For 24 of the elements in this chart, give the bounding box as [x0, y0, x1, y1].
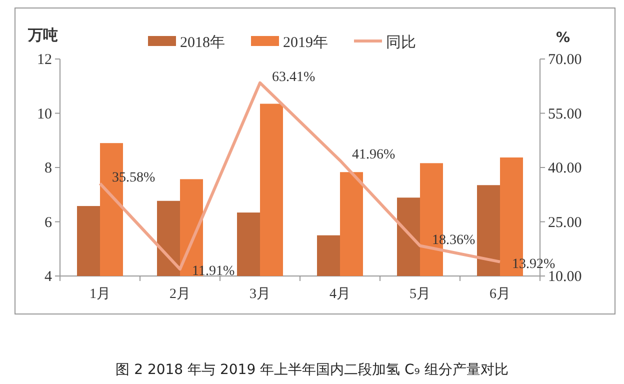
y2-tick-label: 40.00 [548, 160, 582, 176]
x-tick-label: 1月 [90, 287, 110, 302]
legend-label: 同比 [386, 34, 416, 51]
x-tick-label: 5月 [410, 287, 430, 302]
y-tick-label: 4 [44, 269, 52, 285]
legend-label: 2018年 [180, 34, 225, 51]
y2-tick-label: 70.00 [548, 52, 582, 68]
x-tick-label: 2月 [170, 287, 190, 302]
y-tick-label: 8 [44, 160, 52, 176]
legend-label: 2019年 [283, 34, 328, 51]
x-tick-label: 3月 [250, 287, 270, 302]
y2-tick-label: 10.00 [548, 269, 582, 285]
y-tick-label: 12 [37, 52, 52, 68]
y2-tick-label: 25.00 [548, 214, 582, 231]
x-tick-label: 4月 [330, 287, 350, 302]
text: 图 2 2018 年与 2019 年上半年国内二段加氢 C₉ 组分产量对比 [116, 362, 508, 378]
data-label: 41.96% [352, 147, 396, 162]
y-axis-title: 万吨 [27, 26, 58, 44]
data-label: 63.41% [272, 70, 316, 85]
y2-tick-label: 55.00 [548, 106, 582, 122]
y2-axis-title: % [556, 30, 570, 46]
y-tick-label: 6 [44, 214, 52, 231]
y-tick-label: 10 [37, 106, 52, 122]
x-tick-label: 6月 [490, 287, 510, 302]
